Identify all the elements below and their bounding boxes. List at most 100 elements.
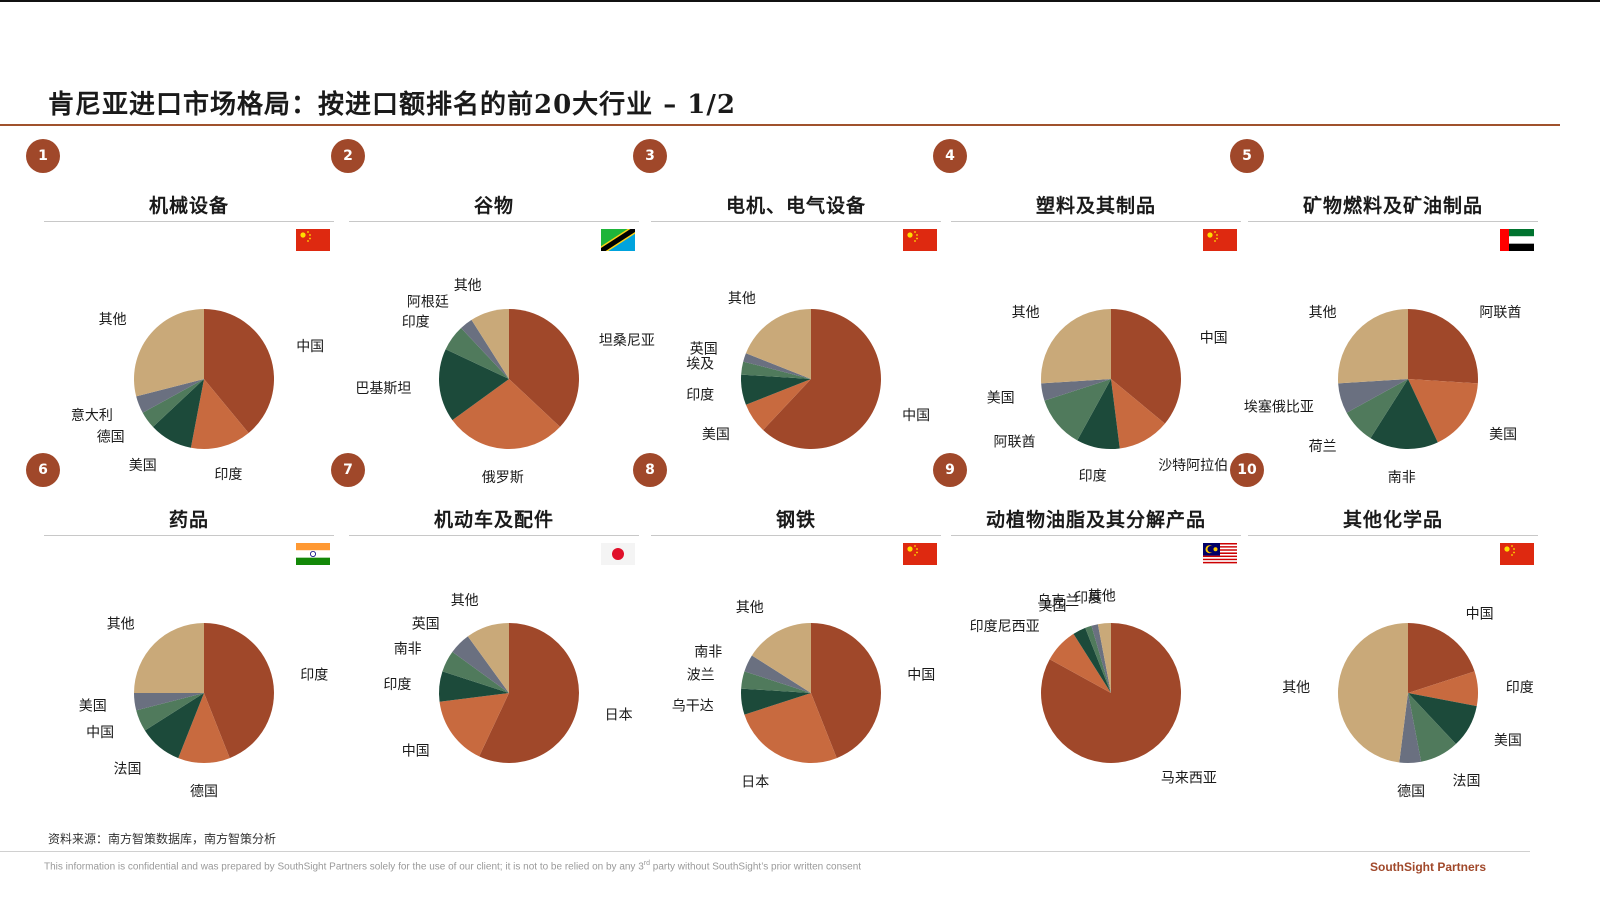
slice-label-美国: 美国 [1039,599,1067,615]
pie-slice-阿联酋 [1044,379,1111,441]
pie-slice-印度 [445,327,509,379]
slice-label-中国: 中国 [296,339,324,355]
chart-panel: 3 电机、电气设备 中国 美国 印度 埃及 英国 其他 [633,139,941,449]
slice-label-意大利: 意大利 [71,407,113,424]
pie-slice-印度 [741,374,811,405]
slice-label-美国: 美国 [987,390,1015,406]
chart-title: 谷物 [473,195,514,217]
pie-slice-日本 [744,693,837,763]
slice-label-英国: 英国 [690,341,718,358]
chart-panel: 5 矿物燃料及矿油制品 阿联酋 美国 南非 荷兰 埃塞俄比亚 其他 [1230,139,1538,486]
pie-slice-其他 [1337,623,1408,763]
china-flag [1203,229,1237,251]
chart-title: 电机、电气设备 [725,195,866,217]
pie-slice-乌干达 [741,688,811,715]
pie-slice-德国 [178,693,230,763]
pie-slice-其他 [134,309,204,397]
chart-title: 药品 [168,509,209,531]
chart-title: 机动车及配件 [433,509,554,531]
slice-label-南非: 南非 [1388,470,1416,486]
pie-slice-巴基斯坦 [439,349,509,421]
chart-title-divider [951,535,1241,536]
pie-slice-美国 [152,379,204,448]
pie-slice-美国 [1041,379,1111,401]
slice-label-印度: 印度 [402,314,430,330]
pie-slice-阿联酋 [1408,309,1478,384]
pie-slice-其他 [471,309,509,379]
india-flag [296,543,330,565]
pie-slice-马来西亚 [1041,623,1182,763]
slice-label-其他: 其他 [451,593,479,609]
pie-slice-中国 [204,309,275,433]
pie-slice-英国 [743,353,811,379]
slice-label-日本: 日本 [605,707,633,723]
pie-slice-印度 [1091,624,1111,693]
slice-label-其他: 其他 [99,312,127,328]
slice-label-巴基斯坦: 巴基斯坦 [355,380,411,397]
slice-label-中国: 中国 [1466,607,1494,623]
chart-title: 其他化学品 [1342,509,1443,531]
rank-badge: 10 [1230,453,1264,487]
pie-slice-印度 [439,671,509,702]
source-note: 资料来源：南方智策数据库，南方智策分析 [48,832,277,846]
pie-slice-法国 [1408,693,1456,762]
disclaimer-text-end: party without SouthSight’s prior written… [650,861,862,873]
pie-slice-坦桑尼亚 [509,309,580,427]
chart-title-divider [1248,221,1538,222]
tanzania-flag [601,229,635,251]
chart-title: 矿物燃料及矿油制品 [1302,195,1483,217]
chart-panel: 4 塑料及其制品 中国 沙特阿拉伯 印度 阿联酋 美国 其他 [933,139,1241,484]
pie-slice-南非 [1370,379,1438,449]
chart-panel: 2 谷物 坦桑尼亚 俄罗斯 巴基斯坦 印度 阿根廷 其他 [331,139,655,486]
chart-title-divider [951,221,1241,222]
slice-label-日本: 日本 [741,775,769,791]
chart-panel: 9 动植物油脂及其分解产品 马来西亚 印度尼西亚 美国 乌克兰 印度 其他 [933,453,1241,786]
chart-title: 动植物油脂及其分解产品 [985,509,1206,531]
slice-label-马来西亚: 马来西亚 [1161,770,1217,786]
chart-title-divider [651,221,941,222]
chart-title-divider [651,535,941,536]
slice-label-其他: 其他 [736,600,764,616]
pie-slice-美国 [1073,627,1111,693]
rank-badge: 7 [331,453,365,487]
pie-slice-荷兰 [1346,379,1408,439]
slice-label-中国: 中国 [1200,330,1228,346]
pie-slice-美国 [745,379,811,431]
footer-divider [0,851,1530,852]
pie-slice-法国 [144,693,204,759]
chart-title-divider [44,221,334,222]
slice-label-乌干达: 乌干达 [672,698,714,714]
slice-label-德国: 德国 [97,430,125,446]
pie-slice-南非 [442,651,509,693]
disclaimer-superscript: rd [643,860,651,867]
pie-slice-其他 [751,623,811,693]
pie-slice-其他 [467,623,509,693]
slice-label-法国: 法国 [114,762,142,778]
china-flag [903,229,937,251]
rank-badge: 9 [933,453,967,487]
slice-label-印度: 印度 [300,668,328,684]
disclaimer-text: This information is confidential and was… [44,861,644,873]
slice-label-德国: 德国 [190,784,218,800]
pie-slice-美国 [134,693,204,711]
chart-panel: 7 机动车及配件日本 中国 印度 南非 英国 其他 [331,453,639,763]
slice-label-印度: 印度 [1079,468,1107,484]
pie-slice-埃及 [741,361,811,379]
rank-badge: 5 [1230,139,1264,173]
slice-label-阿根廷: 阿根廷 [407,295,449,311]
slice-label-其他: 其他 [1282,680,1310,696]
chart-panel: 10 其他化学品 中国 印度 美国 法国 德国 其他 [1230,453,1538,800]
slice-label-德国: 德国 [1397,784,1425,800]
japan-flag [601,543,635,565]
malaysia-flag [1203,543,1237,565]
slice-label-荷兰: 荷兰 [1309,439,1337,455]
slice-label-美国: 美国 [702,427,730,443]
slice-label-坦桑尼亚: 坦桑尼亚 [599,333,655,349]
pie-slice-其他 [134,623,204,693]
pie-slice-中国 [439,693,509,757]
